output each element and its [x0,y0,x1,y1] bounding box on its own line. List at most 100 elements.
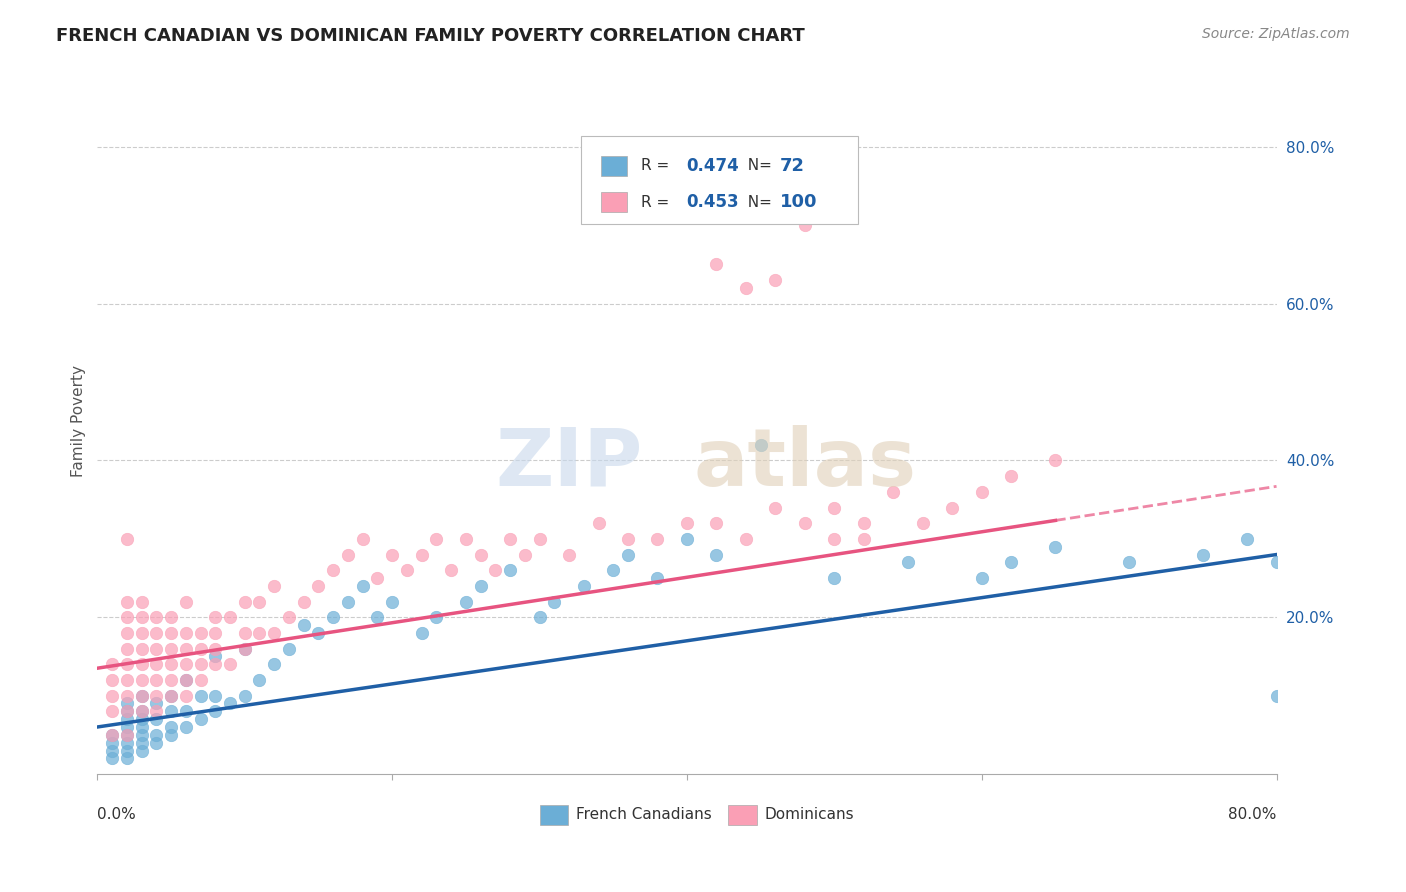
Point [160,720,183,734]
Point [706,258,728,272]
Point [115,673,138,687]
Point [160,728,183,742]
Point [543,594,565,608]
Point [174,689,197,703]
Point [411,626,433,640]
Point [1265,689,1288,703]
Point [233,689,256,703]
Point [425,532,447,546]
Point [249,673,271,687]
Point [204,657,226,672]
Point [204,704,226,718]
Point [145,736,167,750]
Point [115,610,138,624]
Point [617,532,640,546]
Point [499,563,522,577]
Point [263,657,285,672]
Point [115,657,138,672]
Point [160,641,183,656]
Text: FRENCH CANADIAN VS DOMINICAN FAMILY POVERTY CORRELATION CHART: FRENCH CANADIAN VS DOMINICAN FAMILY POVE… [56,27,806,45]
Bar [540,805,568,825]
Text: Dominicans: Dominicans [765,807,855,822]
Point [454,532,477,546]
Point [529,610,551,624]
Point [735,281,758,295]
Point [470,579,492,593]
Point [131,673,153,687]
Text: 72: 72 [780,157,806,175]
Point [852,516,875,531]
Point [292,594,315,608]
Text: 0.0%: 0.0% [97,807,136,822]
Point [1045,540,1067,554]
Point [115,594,138,608]
Text: 100: 100 [780,194,818,211]
Point [970,571,993,585]
Point [513,548,536,562]
Point [131,594,153,608]
Point [115,532,138,546]
Point [823,500,845,515]
Point [115,728,138,742]
Point [588,516,610,531]
Point [676,516,699,531]
Point [174,594,197,608]
Point [174,657,197,672]
Point [131,743,153,757]
Point [160,689,183,703]
Point [970,484,993,499]
Point [174,641,197,656]
Point [352,579,374,593]
Point [749,438,772,452]
Text: Source: ZipAtlas.com: Source: ZipAtlas.com [1202,27,1350,41]
Point [558,548,581,562]
Point [735,532,758,546]
Point [204,689,226,703]
Point [336,548,359,562]
Point [160,673,183,687]
Point [278,641,301,656]
Point [145,673,167,687]
Point [190,673,212,687]
Point [292,618,315,632]
Point [233,626,256,640]
Point [823,571,845,585]
Point [204,626,226,640]
Point [249,594,271,608]
Point [131,657,153,672]
Point [676,532,699,546]
Point [322,563,344,577]
Point [763,273,786,287]
Point [174,720,197,734]
Point [233,594,256,608]
Point [366,571,388,585]
Point [1000,555,1022,569]
Point [131,720,153,734]
Point [263,579,285,593]
Point [174,704,197,718]
Point [897,555,920,569]
Bar [600,193,627,212]
Point [115,736,138,750]
Point [101,751,124,765]
Point [160,689,183,703]
Text: R =: R = [641,159,673,173]
Point [115,704,138,718]
Point [706,548,728,562]
FancyBboxPatch shape [581,136,858,224]
Point [219,697,242,711]
Point [484,563,506,577]
Point [219,610,242,624]
Point [602,563,624,577]
Point [823,532,845,546]
Point [145,610,167,624]
Point [395,563,418,577]
Point [233,641,256,656]
Point [411,548,433,562]
Point [115,728,138,742]
Point [190,641,212,656]
Point [174,626,197,640]
Point [190,689,212,703]
Point [204,641,226,656]
Point [131,712,153,726]
